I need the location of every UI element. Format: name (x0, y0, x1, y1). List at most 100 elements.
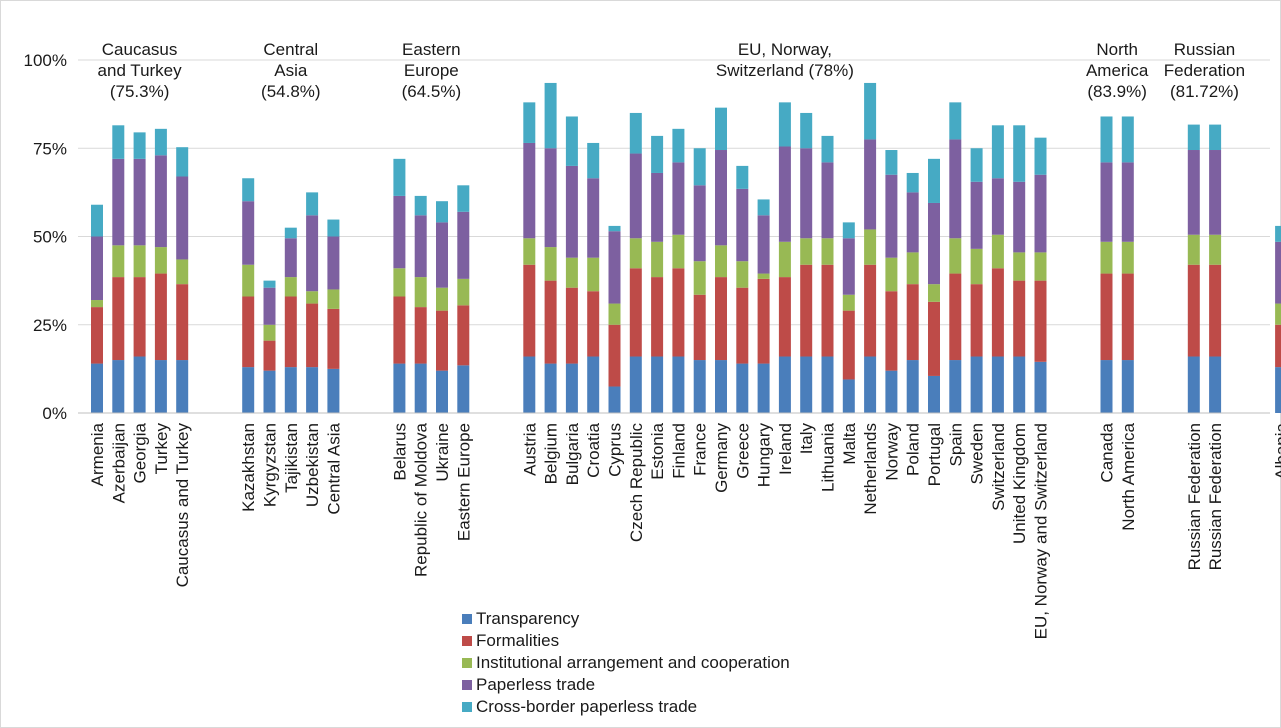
group-title-line: (54.8%) (261, 82, 321, 101)
bar-segment (693, 185, 706, 262)
bar-segment (906, 284, 919, 361)
bar-segment (736, 363, 749, 413)
bar-segment (715, 277, 727, 361)
x-tick-label: Croatia (584, 422, 603, 477)
bar-segment (263, 324, 276, 341)
group-title-line: (64.5%) (402, 82, 462, 101)
x-tick-label: Armenia (88, 422, 107, 486)
bar-segment (154, 247, 167, 274)
bar-segment (778, 356, 791, 413)
bar-segment (176, 176, 189, 260)
bar-segment (1187, 234, 1200, 265)
bar-segment (263, 287, 276, 325)
bar-segment (544, 363, 557, 413)
bar-segment (544, 280, 557, 364)
bar-segment (393, 363, 406, 413)
bar-segment (949, 360, 962, 413)
bar-segment (242, 367, 255, 413)
bar-segment (736, 287, 749, 364)
bar-segment (1121, 162, 1134, 242)
bar-segment (672, 356, 685, 413)
bar-segment (991, 356, 1004, 413)
x-tick-label: Cyprus (606, 423, 625, 477)
x-tick-label: Estonia (648, 422, 667, 479)
bar-segment (651, 135, 664, 173)
bar-segment (242, 201, 255, 265)
bar-segment (608, 386, 621, 413)
bar-segment (436, 310, 448, 371)
bar-segment (91, 236, 103, 301)
bar-segment (991, 234, 1004, 269)
bar-segment (1013, 252, 1026, 281)
legend: Transparency Formalities Institutional arr… (462, 609, 790, 716)
bar-segment (991, 178, 1004, 235)
group-title-line: (81.72%) (1170, 82, 1239, 101)
bar-segment (800, 264, 813, 357)
bar-segment (1209, 150, 1222, 235)
bar-segment (864, 229, 877, 265)
bar-segment (523, 238, 536, 265)
bar-segment (133, 277, 146, 357)
bar-segment (154, 155, 167, 248)
x-tick-label: Ireland (776, 423, 795, 475)
bar-segment (970, 284, 983, 357)
bar-segment (1034, 252, 1047, 281)
bar-segment (112, 360, 125, 413)
bar-segment (629, 268, 642, 357)
y-axis-ticks: 0% 25% 50% 75% 100% (24, 51, 67, 423)
x-tick-label: EU, Norway and Switzerland (1032, 423, 1051, 639)
x-tick-label: Ukraine (433, 423, 452, 482)
legend-label: Transparency (476, 609, 580, 628)
bar-segment (949, 238, 962, 274)
x-tick-label: Russian Federation (1206, 423, 1225, 570)
bar-segment (284, 227, 297, 239)
bar-segment (457, 211, 470, 279)
bar-segment (176, 284, 189, 361)
bar-segment (885, 291, 898, 371)
bar-segment (629, 112, 642, 154)
x-tick-label: Poland (904, 423, 923, 476)
bar-segment (457, 278, 470, 306)
bar-segment (436, 370, 448, 413)
x-tick-label: Central Asia (324, 422, 343, 514)
bar-segment (284, 238, 297, 278)
legend-label: Formalities (476, 631, 559, 650)
legend-swatch (462, 680, 472, 690)
bar-segment (629, 356, 642, 413)
bar-segment (1034, 361, 1047, 413)
bar-segment (1100, 116, 1113, 163)
bar-segment (1275, 303, 1281, 325)
bar-segment (284, 367, 297, 413)
y-tick-label: 75% (33, 139, 67, 158)
bar-segment (565, 165, 578, 258)
bar-segment (949, 102, 962, 140)
bar-segment (778, 102, 791, 147)
bar-segment (327, 368, 340, 413)
x-tick-label: Czech Republic (627, 423, 646, 543)
bar-segment (457, 305, 470, 366)
bar-segment (928, 301, 940, 376)
bar-segment (544, 247, 557, 281)
bar-segment (393, 268, 406, 297)
bar-segment (176, 147, 189, 177)
x-tick-label: Germany (712, 423, 731, 493)
x-tick-label: Republic of Moldova (412, 422, 431, 577)
bar-segment (800, 148, 813, 239)
x-tick-label: United Kingdom (1010, 423, 1029, 544)
bar-segment (393, 158, 406, 196)
bar-segment (906, 192, 919, 253)
bar-segment (414, 307, 427, 364)
group-title-line: Europe (404, 61, 459, 80)
bar-segment (821, 356, 834, 413)
bar-segment (91, 307, 103, 364)
x-tick-label: Turkey (152, 423, 171, 475)
group-title-line: (75.3%) (110, 82, 170, 101)
bar-segment (864, 139, 877, 230)
bar-segment (864, 264, 877, 357)
bar-segment (587, 291, 600, 357)
bar-segment (327, 289, 340, 309)
bar-segment (587, 142, 600, 179)
bar-segment (544, 148, 557, 248)
bar-segment (608, 231, 621, 304)
